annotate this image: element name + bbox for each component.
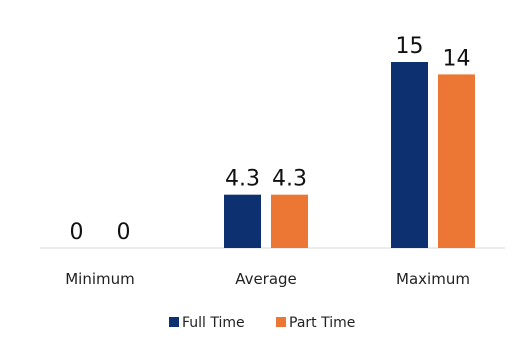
- data-label-part-time-average: 4.3: [272, 167, 307, 192]
- data-labels-group: 0 0 4.3 4.3 15 14: [70, 34, 471, 245]
- bars-group: [224, 62, 475, 249]
- x-tick-maximum: Maximum: [396, 270, 470, 288]
- data-label-full-time-maximum: 15: [396, 34, 424, 59]
- data-label-full-time-average: 4.3: [225, 167, 260, 192]
- legend: Full Time Part Time: [169, 315, 355, 331]
- x-tick-average: Average: [235, 270, 297, 288]
- bar-full-time-average: [224, 194, 261, 248]
- legend-label-part-time: Part Time: [289, 315, 355, 331]
- data-label-part-time-minimum: 0: [117, 220, 131, 245]
- legend-swatch-full-time: [169, 317, 179, 327]
- legend-label-full-time: Full Time: [182, 315, 245, 331]
- x-tick-minimum: Minimum: [65, 270, 135, 288]
- x-tick-labels: Minimum Average Maximum: [65, 270, 470, 288]
- data-label-full-time-minimum: 0: [70, 220, 84, 245]
- bar-part-time-average: [271, 194, 308, 248]
- legend-swatch-part-time: [276, 317, 286, 327]
- bar-full-time-maximum: [391, 62, 428, 248]
- bar-part-time-maximum: [438, 74, 475, 249]
- data-label-part-time-maximum: 14: [443, 46, 471, 71]
